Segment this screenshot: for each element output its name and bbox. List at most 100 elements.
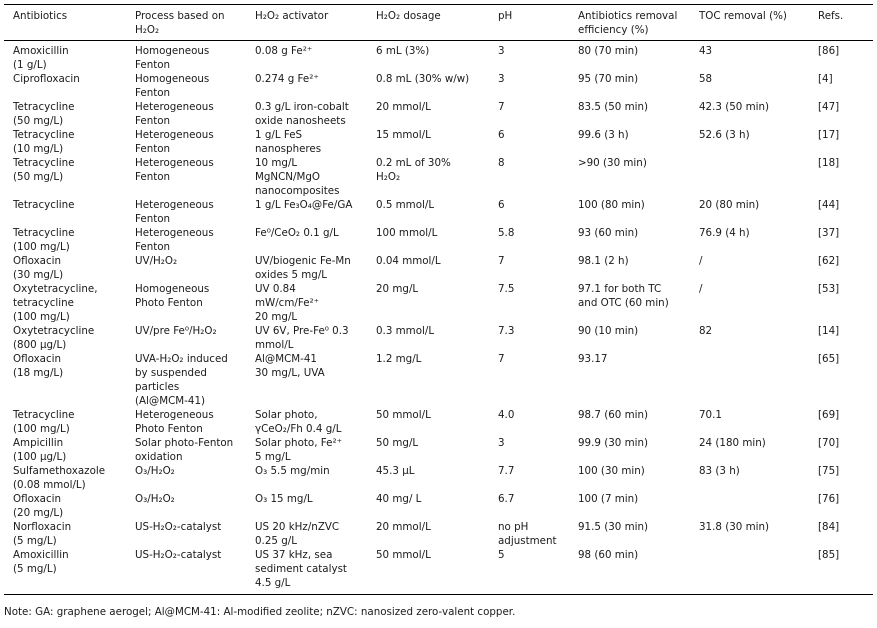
cell-antibiotic: Ofloxacin (18 mg/L) [13, 353, 64, 379]
cell-removal-efficiency: 100 (7 min) [578, 493, 639, 505]
cell-dosage: 0.5 mmol/L [376, 199, 435, 211]
antibiotics-table-container: Antibiotics Process based on H₂O₂ H₂O₂ a… [4, 4, 873, 595]
cell-ref: [18] [818, 157, 840, 169]
cell-ph: 5.8 [498, 227, 515, 239]
header-activator: H₂O₂ activator [255, 10, 329, 22]
cell-antibiotic: Ampicillin (100 μg/L) [13, 437, 67, 463]
cell-process: Heterogeneous Fenton [135, 101, 214, 127]
cell-process: O₃/H₂O₂ [135, 493, 175, 505]
cell-activator: Al@MCM-41 30 mg/L, UVA [255, 353, 325, 379]
table-row: Ciprofloxacin Homogeneous Fenton 0.274 g F… [4, 72, 873, 100]
header-removal-efficiency: Antibiotics removal efficiency (%) [578, 10, 678, 36]
cell-ph: no pH adjustment [498, 521, 557, 547]
cell-activator: 0.08 g Fe²⁺ [255, 45, 313, 57]
cell-ref: [85] [818, 549, 840, 561]
cell-antibiotic: Tetracycline (50 mg/L) [13, 157, 75, 183]
cell-dosage: 20 mmol/L [376, 101, 431, 113]
table-row: Ampicillin (100 μg/L) Solar photo-Fenton … [4, 436, 873, 464]
table-body: Amoxicillin (1 g/L) Homogeneous Fenton 0.0… [4, 41, 873, 595]
cell-antibiotic: Ofloxacin (30 mg/L) [13, 255, 64, 281]
cell-toc-removal [690, 492, 809, 520]
cell-removal-efficiency: 93.17 [578, 353, 608, 365]
table-row: Tetracycline (100 mg/L) Heterogeneous Pho… [4, 408, 873, 436]
cell-removal-efficiency: 98.7 (60 min) [578, 409, 649, 421]
cell-process: Heterogeneous Fenton [135, 227, 214, 253]
cell-ph: 6 [498, 129, 505, 141]
cell-ph: 7.7 [498, 465, 515, 477]
cell-process: Homogeneous Fenton [135, 73, 210, 99]
cell-activator: Solar photo, Fe²⁺ 5 mg/L [255, 437, 343, 463]
table-row: Tetracycline (50 mg/L) Heterogeneous Fent… [4, 156, 873, 198]
cell-ph: 8 [498, 157, 505, 169]
table-row: Amoxicillin (1 g/L) Homogeneous Fenton 0.0… [4, 41, 873, 73]
cell-process: Heterogeneous Fenton [135, 199, 214, 225]
cell-antibiotic: Tetracycline (100 mg/L) [13, 227, 75, 253]
cell-removal-efficiency: 95 (70 min) [578, 73, 639, 85]
cell-removal-efficiency: 99.9 (30 min) [578, 437, 649, 449]
cell-ph: 7 [498, 353, 505, 365]
table-row: Tetracycline Heterogeneous Fenton 1 g/L Fe… [4, 198, 873, 226]
cell-ph: 7 [498, 255, 505, 267]
cell-activator: O₃ 5.5 mg/min [255, 465, 330, 477]
cell-removal-efficiency: 93 (60 min) [578, 227, 639, 239]
cell-dosage: 1.2 mg/L [376, 353, 422, 365]
cell-antibiotic: Tetracycline (10 mg/L) [13, 129, 75, 155]
cell-ref: [62] [818, 255, 840, 267]
table-row: Oxytetracycline (800 μg/L) UV/pre Fe⁰/H₂O… [4, 324, 873, 352]
cell-removal-efficiency: 99.6 (3 h) [578, 129, 629, 141]
cell-process: Solar photo-Fenton oxidation [135, 437, 234, 463]
table-row: Ofloxacin (18 mg/L) UVA-H₂O₂ induced by s… [4, 352, 873, 408]
cell-activator: 1 g/L Fe₃O₄@Fe/GA [255, 199, 353, 211]
cell-removal-efficiency: >90 (30 min) [578, 157, 647, 169]
cell-activator: O₃ 15 mg/L [255, 493, 313, 505]
cell-toc-removal: / [699, 255, 703, 267]
table-row: Oxytetracycline, tetracycline (100 mg/L)… [4, 282, 873, 324]
cell-toc-removal: 31.8 (30 min) [699, 521, 770, 533]
cell-antibiotic: Norfloxacin (5 mg/L) [13, 521, 72, 547]
cell-dosage: 40 mg/ L [376, 493, 422, 505]
cell-process: Heterogeneous Fenton [135, 129, 214, 155]
cell-ph: 6 [498, 199, 505, 211]
cell-activator: UV/biogenic Fe-Mn oxides 5 mg/L [255, 255, 351, 281]
cell-toc-removal: 24 (180 min) [699, 437, 766, 449]
header-process: Process based on H₂O₂ [135, 10, 225, 36]
cell-removal-efficiency: 100 (80 min) [578, 199, 645, 211]
cell-ref: [69] [818, 409, 840, 421]
cell-dosage: 6 mL (3%) [376, 45, 430, 57]
cell-activator: Solar photo, γCeO₂/Fh 0.4 g/L [255, 409, 342, 435]
cell-removal-efficiency: 100 (30 min) [578, 465, 645, 477]
cell-removal-efficiency: 90 (10 min) [578, 325, 639, 337]
cell-ph: 7.3 [498, 325, 515, 337]
cell-ph: 7 [498, 101, 505, 113]
cell-activator: Fe⁰/CeO₂ 0.1 g/L [255, 227, 339, 239]
cell-toc-removal: 70.1 [699, 409, 722, 421]
cell-toc-removal [690, 548, 809, 595]
header-ph: pH [498, 10, 513, 22]
cell-dosage: 0.2 mL of 30% H₂O₂ [376, 157, 451, 183]
cell-dosage: 50 mmol/L [376, 409, 431, 421]
cell-dosage: 100 mmol/L [376, 227, 438, 239]
cell-antibiotic: Sulfamethoxazole (0.08 mmol/L) [13, 465, 106, 491]
cell-ph: 4.0 [498, 409, 515, 421]
cell-antibiotic: Tetracycline (100 mg/L) [13, 409, 75, 435]
cell-dosage: 0.3 mmol/L [376, 325, 435, 337]
cell-activator: UV 6V, Pre-Fe⁰ 0.3 mmol/L [255, 325, 349, 351]
cell-toc-removal: 20 (80 min) [699, 199, 760, 211]
cell-toc-removal: 42.3 (50 min) [699, 101, 770, 113]
table-row: Ofloxacin (30 mg/L) UV/H₂O₂ UV/biogenic Fe… [4, 254, 873, 282]
table-row: Sulfamethoxazole (0.08 mmol/L) O₃/H₂O₂ O₃ … [4, 464, 873, 492]
cell-toc-removal: 58 [699, 73, 713, 85]
cell-dosage: 20 mmol/L [376, 521, 431, 533]
header-antibiotics: Antibiotics [13, 10, 68, 22]
cell-ref: [86] [818, 45, 840, 57]
table-footnote: Note: GA: graphene aerogel; Al@MCM-41: A… [4, 606, 516, 618]
cell-dosage: 20 mg/L [376, 283, 419, 295]
cell-process: Heterogeneous Fenton [135, 157, 214, 183]
cell-antibiotic: Amoxicillin (1 g/L) [13, 45, 69, 71]
table-row: Tetracycline (50 mg/L) Heterogeneous Fent… [4, 100, 873, 128]
cell-activator: 10 mg/L MgNCN/MgO nanocomposites [255, 157, 340, 197]
cell-removal-efficiency: 98.1 (2 h) [578, 255, 629, 267]
cell-ph: 6.7 [498, 493, 515, 505]
cell-toc-removal: 76.9 (4 h) [699, 227, 750, 239]
table-row: Amoxicillin (5 mg/L) US-H₂O₂-catalyst US 3… [4, 548, 873, 595]
